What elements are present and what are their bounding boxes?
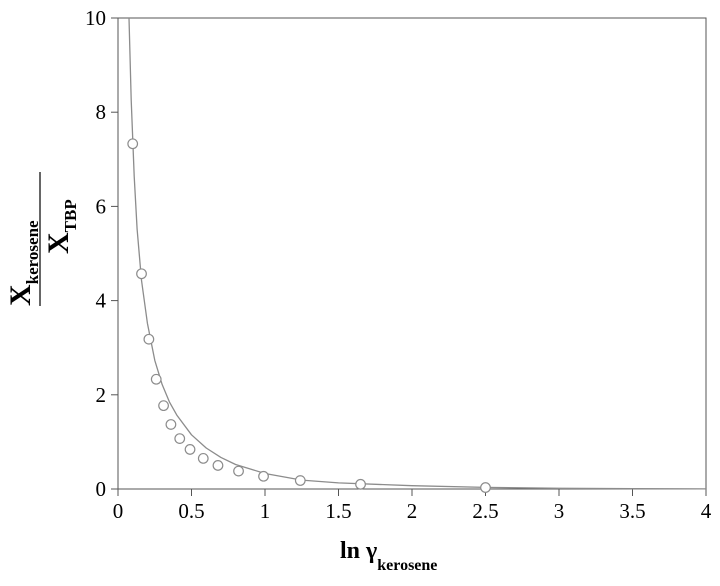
x-tick-label: 1.5 <box>325 499 351 523</box>
y-axis-numerator-main: X <box>4 284 37 306</box>
x-axis: 0 0.5 1 1.5 2 2.5 3 3.5 4 <box>113 489 712 523</box>
y-tick-label: 6 <box>96 194 107 218</box>
data-point <box>197 452 209 464</box>
y-axis-title: Xkerosene XTBP <box>4 172 80 306</box>
fit-curve-layer <box>128 17 707 490</box>
x-axis-title-sub: kerosene <box>377 557 437 574</box>
x-tick-label: 0 <box>113 499 124 523</box>
fit-curve-line <box>128 17 707 490</box>
data-point <box>136 268 147 280</box>
plot-frame <box>117 17 707 490</box>
y-axis-denominator: XTBP <box>42 199 80 254</box>
data-point <box>174 433 186 445</box>
x-tick-label: 2.5 <box>472 499 498 523</box>
x-tick-label: 3 <box>554 499 565 523</box>
data-point <box>150 373 162 385</box>
y-axis-numerator: Xkerosene <box>4 220 42 306</box>
data-point <box>233 465 244 477</box>
x-tick-label: 0.5 <box>178 499 204 523</box>
data-point <box>184 444 196 455</box>
x-axis-title-main: ln γ <box>340 538 377 564</box>
y-tick-label: 4 <box>96 289 107 313</box>
y-axis-denominator-main: X <box>42 232 75 254</box>
data-point <box>480 482 491 493</box>
data-point <box>212 460 224 471</box>
y-axis-denominator-sub: TBP <box>61 199 80 232</box>
x-axis-title: ln γkerosene <box>340 538 437 574</box>
data-point <box>258 470 269 482</box>
y-tick-label: 2 <box>96 383 107 407</box>
plot-border <box>117 17 707 490</box>
data-point <box>355 478 366 490</box>
data-point <box>143 333 155 345</box>
x-tick-label: 2 <box>407 499 418 523</box>
data-point <box>294 475 306 486</box>
y-tick-label: 0 <box>96 477 107 501</box>
data-point <box>158 400 169 412</box>
y-axis: 0 2 4 6 8 10 <box>85 6 118 501</box>
data-point <box>127 138 139 150</box>
x-tick-label: 3.5 <box>619 499 645 523</box>
y-axis-numerator-sub: kerosene <box>23 220 42 284</box>
x-tick-label: 1 <box>260 499 271 523</box>
data-point <box>165 419 177 430</box>
x-tick-label: 4 <box>701 499 712 523</box>
y-tick-label: 8 <box>96 100 107 124</box>
data-points-layer <box>127 138 491 493</box>
y-tick-label: 10 <box>85 6 106 30</box>
